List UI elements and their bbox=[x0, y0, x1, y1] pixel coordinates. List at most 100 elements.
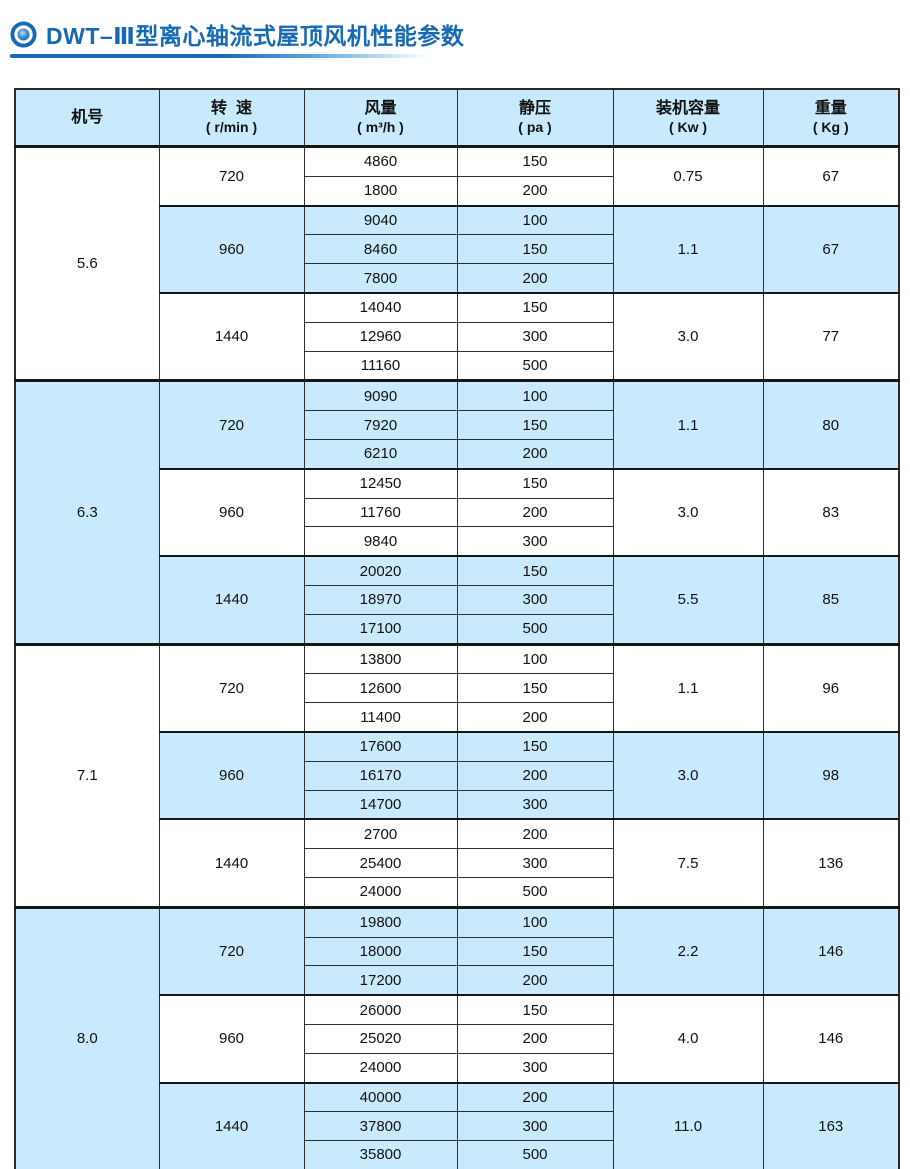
table-row: 8.0 720 19800 100 2.2 146 bbox=[14, 905, 900, 1169]
airflow-cell: 12600 bbox=[303, 673, 458, 704]
power-cell: 5.5 bbox=[612, 555, 764, 645]
table-row: 17100 500 bbox=[15, 613, 899, 645]
airflow-cell: 16170 bbox=[303, 760, 458, 791]
airflow-cell: 18000 bbox=[303, 936, 458, 967]
pressure-cell: 200 bbox=[456, 702, 614, 733]
airflow-cell: 12960 bbox=[303, 321, 458, 352]
pressure-cell: 100 bbox=[456, 642, 614, 675]
weight-cell: 77 bbox=[762, 291, 900, 382]
pressure-cell: 200 bbox=[456, 818, 614, 850]
pressure-cell: 150 bbox=[456, 234, 614, 265]
airflow-cell: 11160 bbox=[303, 350, 458, 382]
airflow-cell: 4860 bbox=[303, 145, 458, 177]
power-cell: 1.1 bbox=[612, 642, 764, 733]
speed-cell: 960 bbox=[158, 994, 305, 1084]
table-row: 960 12450 150 3.0 83 bbox=[15, 467, 900, 557]
power-cell: 1.1 bbox=[612, 379, 764, 470]
header-airflow: 风量 ( m³/h ) bbox=[303, 88, 458, 148]
table-row: 1440 20020 150 5.5 85 bbox=[15, 555, 900, 645]
airflow-cell: 9840 bbox=[303, 526, 458, 557]
header-model: 机号 bbox=[14, 88, 160, 148]
pressure-cell: 150 bbox=[456, 291, 614, 323]
weight-cell: 146 bbox=[762, 994, 900, 1084]
weight-cell: 136 bbox=[762, 818, 900, 908]
power-cell: 3.0 bbox=[612, 291, 764, 382]
table-row: 960 17600 150 3.0 98 bbox=[15, 730, 900, 820]
speed-cell: 720 bbox=[158, 379, 305, 470]
weight-cell: 67 bbox=[762, 144, 900, 207]
pressure-cell: 100 bbox=[456, 204, 614, 236]
table-row: 7800 200 bbox=[15, 263, 899, 294]
airflow-cell: 26000 bbox=[303, 994, 458, 1025]
page-title-block: DWT–Ⅲ型离心轴流式屋顶风机性能参数 bbox=[10, 17, 464, 58]
speed-cell: 1440 bbox=[158, 1081, 305, 1169]
pressure-cell: 150 bbox=[456, 730, 614, 762]
header-power: 装机容量 ( Kw ) bbox=[612, 88, 764, 148]
pressure-cell: 200 bbox=[456, 760, 614, 791]
power-cell: 0.75 bbox=[612, 144, 764, 207]
pressure-cell: 300 bbox=[456, 1052, 614, 1084]
speed-cell: 1440 bbox=[158, 291, 305, 382]
airflow-cell: 7920 bbox=[303, 410, 458, 440]
pressure-cell: 300 bbox=[456, 789, 614, 820]
power-cell: 4.0 bbox=[612, 994, 764, 1084]
table-row: 6.3 720 9090 100 1.1 80 bbox=[14, 379, 900, 645]
table-row: 7.1 720 13800 100 1.1 96 bbox=[14, 642, 900, 908]
pressure-cell: 150 bbox=[456, 145, 614, 177]
airflow-cell: 17200 bbox=[303, 965, 458, 996]
model-cell: 7.1 bbox=[14, 642, 160, 908]
model-cell: 6.3 bbox=[14, 379, 160, 645]
airflow-cell: 24000 bbox=[303, 876, 458, 908]
pressure-cell: 200 bbox=[456, 497, 614, 528]
airflow-cell: 9090 bbox=[303, 379, 458, 412]
pressure-cell: 300 bbox=[456, 321, 614, 352]
table-row: 16170 200 bbox=[15, 760, 899, 791]
table-row: 25020 200 bbox=[15, 1023, 899, 1054]
power-cell: 11.0 bbox=[612, 1081, 764, 1169]
pressure-cell: 500 bbox=[456, 350, 614, 382]
pressure-cell: 150 bbox=[456, 410, 614, 440]
airflow-cell: 37800 bbox=[303, 1111, 458, 1142]
airflow-cell: 9040 bbox=[303, 204, 458, 236]
weight-cell: 85 bbox=[762, 555, 900, 645]
airflow-cell: 17600 bbox=[303, 730, 458, 762]
table-row: 6210 200 bbox=[15, 438, 899, 470]
pressure-cell: 500 bbox=[456, 876, 614, 908]
airflow-cell: 20020 bbox=[303, 555, 458, 586]
page-title: DWT–Ⅲ型离心轴流式屋顶风机性能参数 bbox=[46, 23, 465, 49]
pressure-cell: 300 bbox=[456, 1111, 614, 1142]
table-row: 12960 300 bbox=[15, 321, 899, 352]
table-row: 1440 40000 200 11.0 163 bbox=[15, 1081, 900, 1169]
table-row: 7920 150 bbox=[15, 410, 899, 440]
power-cell: 2.2 bbox=[612, 905, 764, 996]
pressure-cell: 150 bbox=[456, 555, 614, 586]
speed-cell: 720 bbox=[158, 905, 305, 996]
airflow-cell: 40000 bbox=[303, 1081, 458, 1113]
table-header: 机号 转 速 ( r/min ) 风量 ( m³/h ) 静压 ( pa ) 装… bbox=[14, 88, 900, 148]
pressure-cell: 300 bbox=[456, 584, 614, 615]
title-underline bbox=[10, 54, 430, 58]
weight-cell: 67 bbox=[762, 204, 900, 294]
pressure-cell: 300 bbox=[456, 526, 614, 557]
airflow-cell: 1800 bbox=[303, 175, 458, 207]
table-row: 1800 200 bbox=[15, 175, 899, 207]
table-row: 25400 300 bbox=[15, 848, 899, 878]
airflow-cell: 25400 bbox=[303, 848, 458, 878]
pressure-cell: 200 bbox=[456, 175, 614, 207]
table-row: 11160 500 bbox=[15, 350, 899, 382]
header-pressure: 静压 ( pa ) bbox=[456, 88, 614, 148]
table-row: 18000 150 bbox=[15, 936, 899, 967]
speed-cell: 960 bbox=[158, 467, 305, 557]
pressure-cell: 200 bbox=[456, 263, 614, 294]
pressure-cell: 200 bbox=[456, 1081, 614, 1113]
weight-cell: 80 bbox=[762, 379, 900, 470]
airflow-cell: 14040 bbox=[303, 291, 458, 323]
pressure-cell: 500 bbox=[456, 613, 614, 645]
table-row: 8460 150 bbox=[15, 234, 899, 265]
speed-cell: 1440 bbox=[158, 555, 305, 645]
speed-cell: 960 bbox=[158, 730, 305, 820]
airflow-cell: 25020 bbox=[303, 1023, 458, 1054]
weight-cell: 146 bbox=[762, 905, 900, 996]
table-row: 24000 500 bbox=[15, 876, 899, 908]
table-body: 5.6 720 4860 150 0.75 67 1800 200 960 9040 100 1.1 6… bbox=[14, 144, 900, 1169]
